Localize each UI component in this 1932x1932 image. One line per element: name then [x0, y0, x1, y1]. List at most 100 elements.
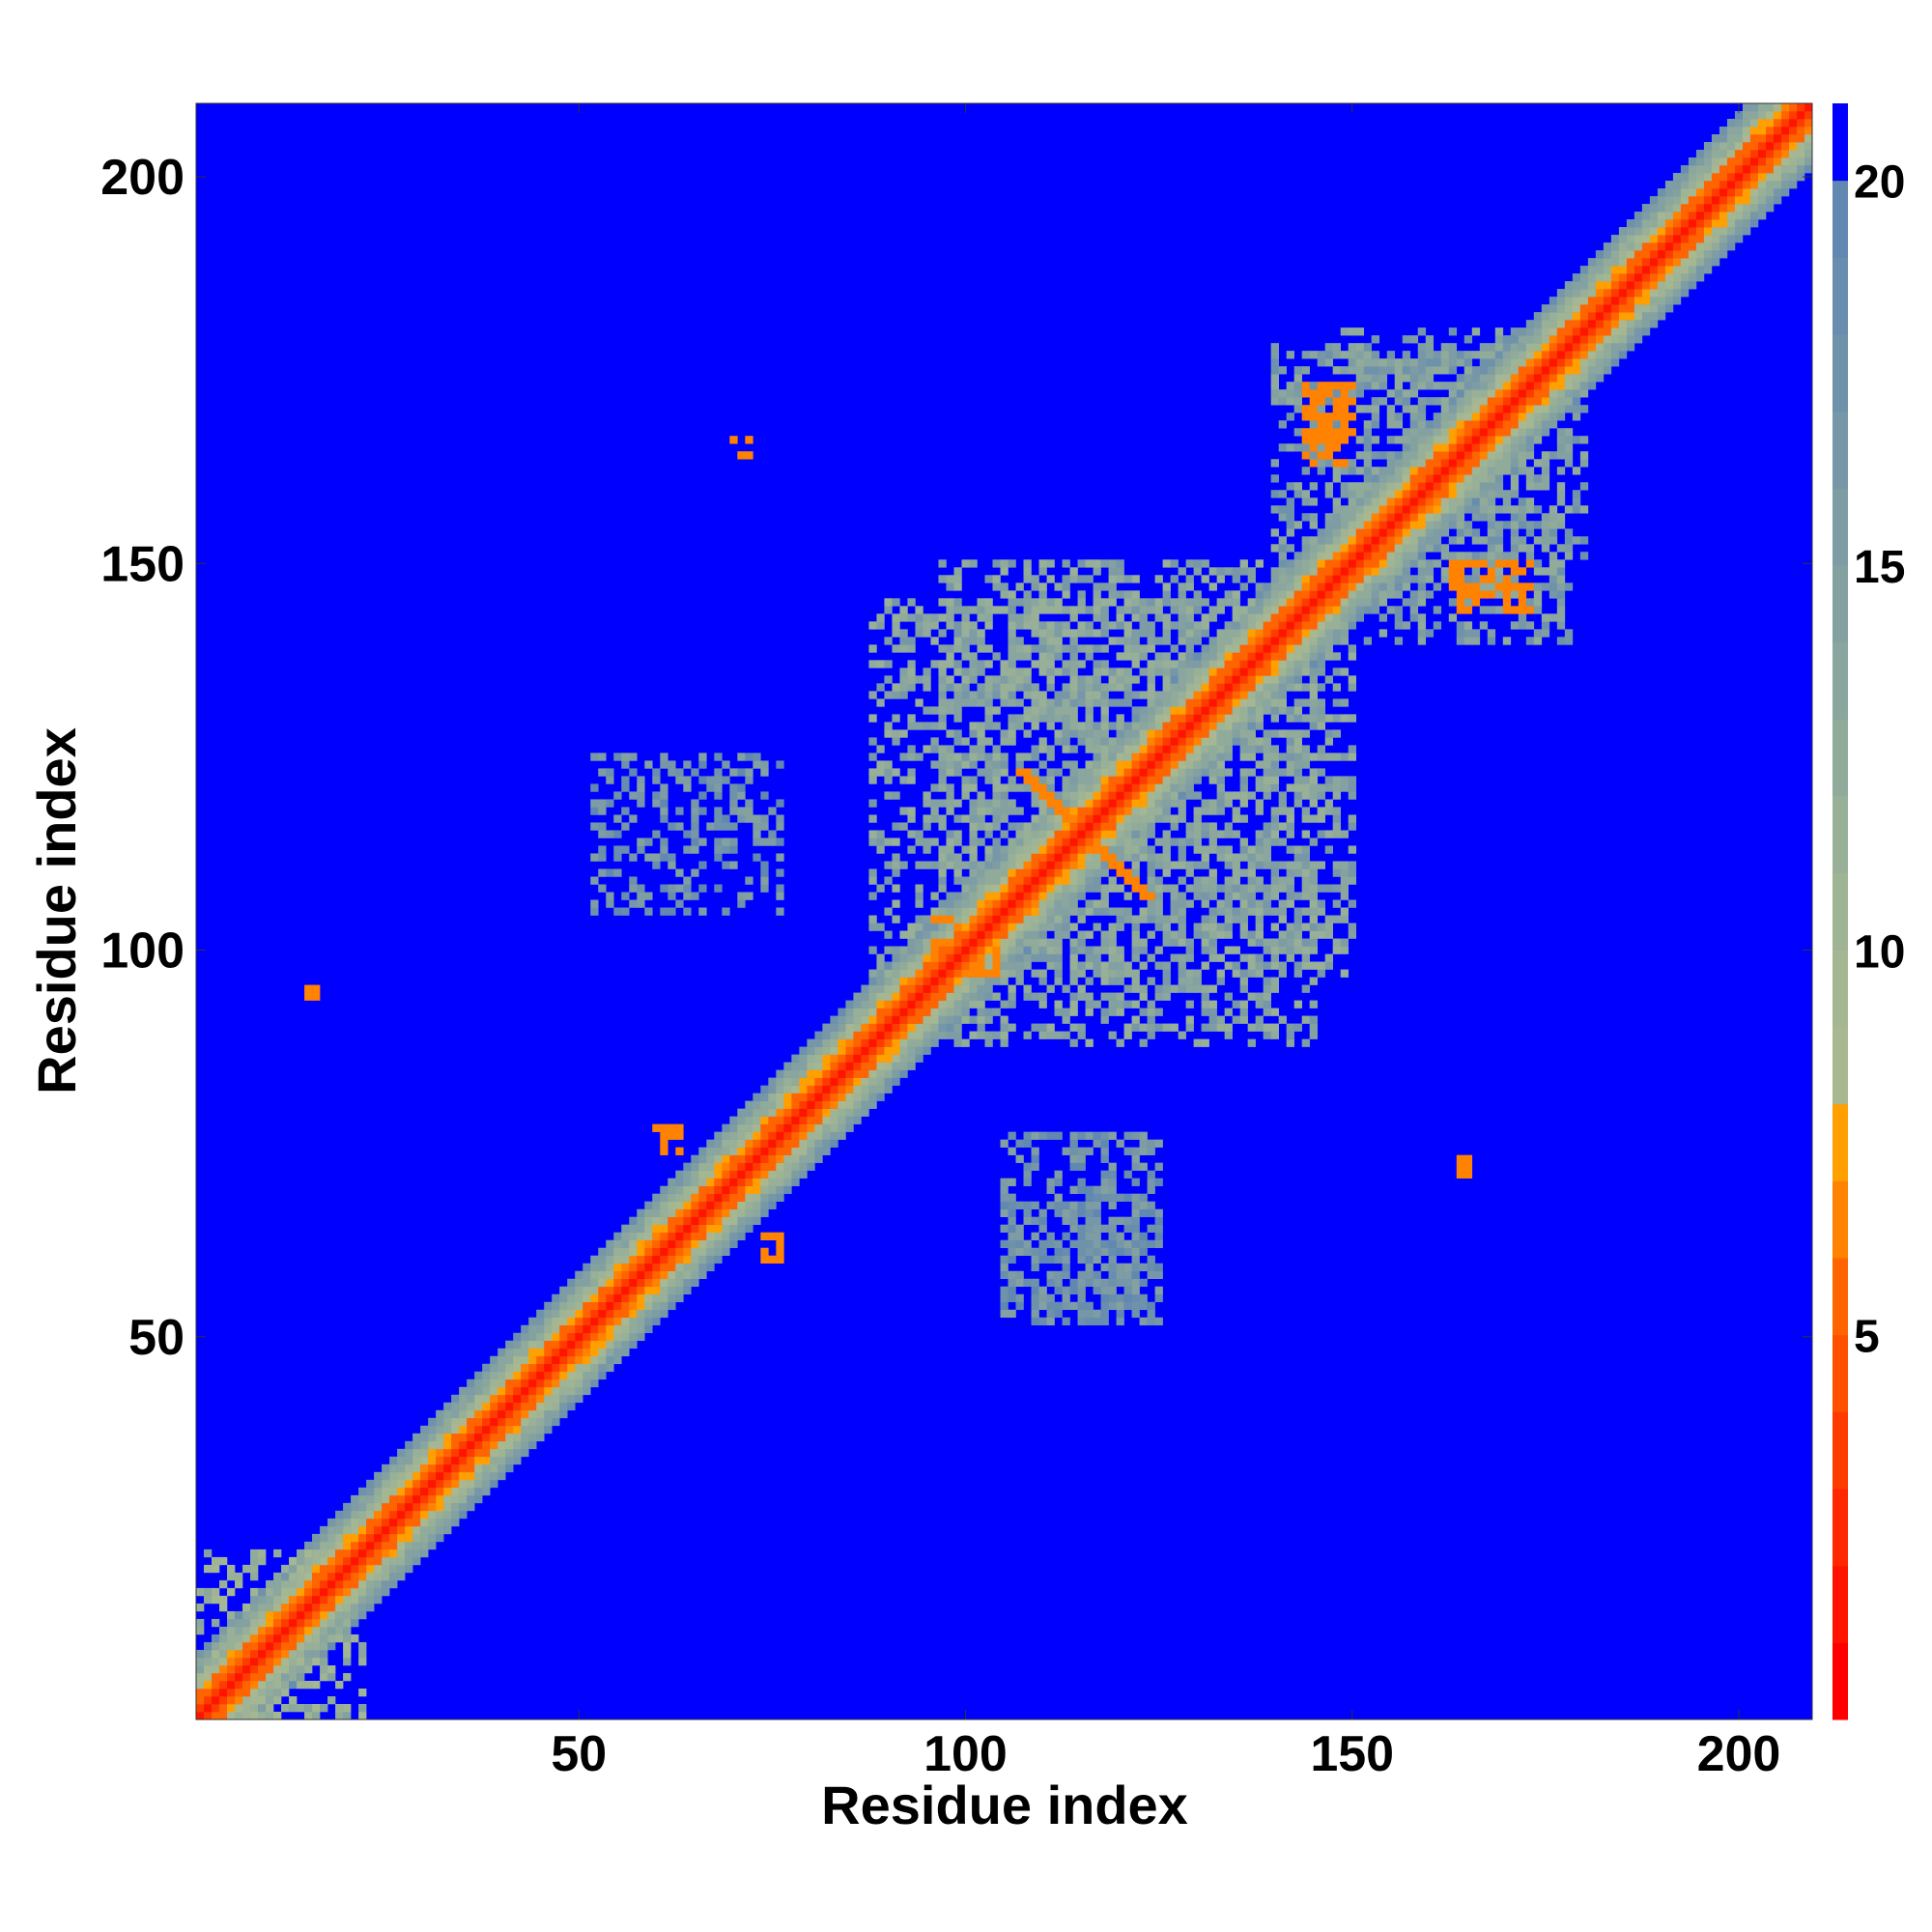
- heatmap-cell: [281, 1680, 290, 1690]
- heatmap-cell: [899, 1038, 908, 1047]
- heatmap-cell: [335, 1525, 344, 1535]
- heatmap-cell: [1185, 629, 1194, 638]
- heatmap-cell: [1069, 791, 1078, 800]
- heatmap-cell: [938, 783, 947, 792]
- heatmap-cell: [861, 1100, 869, 1109]
- heatmap-cell: [1208, 907, 1217, 916]
- heatmap-cell: [776, 1255, 784, 1264]
- heatmap-cell: [1293, 582, 1302, 591]
- heatmap-cell: [467, 1502, 475, 1512]
- heatmap-cell: [1116, 590, 1124, 599]
- heatmap-cell: [351, 1610, 359, 1620]
- heatmap-cell: [1170, 799, 1179, 808]
- heatmap-cell: [312, 1680, 321, 1690]
- heatmap-cell: [196, 1703, 205, 1713]
- heatmap-cell: [1232, 969, 1240, 978]
- heatmap-cell: [258, 1657, 267, 1666]
- heatmap-cell: [1170, 838, 1179, 846]
- heatmap-cell: [1062, 1293, 1070, 1303]
- heatmap-cell: [652, 1123, 661, 1132]
- heatmap-cell: [629, 1232, 638, 1240]
- heatmap-cell: [1077, 621, 1086, 630]
- heatmap-cell: [1038, 1023, 1047, 1032]
- heatmap-cell: [1263, 753, 1271, 761]
- heatmap-cell: [1494, 567, 1504, 576]
- heatmap-cell: [1324, 582, 1333, 591]
- heatmap-cell: [1131, 969, 1140, 978]
- heatmap-cell: [1116, 961, 1124, 970]
- heatmap-cell: [938, 660, 947, 668]
- heatmap-cell: [1147, 1201, 1155, 1209]
- heatmap-cell: [1015, 876, 1024, 885]
- heatmap-cell: [1208, 930, 1217, 939]
- heatmap-cell: [760, 1100, 769, 1109]
- heatmap-cell: [1301, 714, 1310, 723]
- heatmap-cell: [876, 884, 885, 893]
- heatmap-cell: [1286, 582, 1294, 591]
- heatmap-cell: [1093, 853, 1101, 862]
- heatmap-cell: [521, 1378, 529, 1388]
- heatmap-cell: [961, 938, 970, 947]
- heatmap-cell: [1131, 1162, 1140, 1171]
- heatmap-cell: [1108, 861, 1117, 869]
- heatmap-cell: [1348, 714, 1357, 723]
- heatmap-cell: [1162, 698, 1171, 707]
- heatmap-cell: [536, 1332, 545, 1342]
- heatmap-cell: [1116, 1000, 1124, 1009]
- heatmap-cell: [969, 1000, 978, 1009]
- heatmap-cell: [1324, 930, 1333, 939]
- heatmap-cell: [953, 907, 962, 916]
- heatmap-cell: [737, 899, 746, 908]
- heatmap-cell: [1108, 953, 1117, 962]
- heatmap-cell: [1054, 892, 1063, 900]
- heatmap-cell: [1185, 729, 1194, 738]
- heatmap-cell: [1239, 868, 1248, 877]
- heatmap-cell: [1077, 1131, 1086, 1140]
- heatmap-cell: [652, 1239, 661, 1248]
- heatmap-cell: [613, 1340, 622, 1350]
- heatmap-cell: [1162, 590, 1171, 599]
- heatmap-cell: [513, 1386, 522, 1396]
- heatmap-cell: [1317, 637, 1325, 645]
- heatmap-cell: [1255, 683, 1264, 692]
- heatmap-cell: [1062, 629, 1070, 638]
- heatmap-cell: [760, 814, 769, 823]
- heatmap-cell: [1031, 776, 1039, 784]
- heatmap-cell: [1309, 923, 1318, 931]
- heatmap-cell: [1278, 613, 1287, 622]
- heatmap-cell: [938, 706, 947, 715]
- heatmap-cell: [1201, 729, 1209, 738]
- heatmap-cell: [729, 1147, 738, 1155]
- heatmap-cell: [1139, 799, 1148, 808]
- heatmap-cell: [1147, 1170, 1155, 1179]
- heatmap-cell: [281, 1641, 290, 1651]
- heatmap-cell: [1263, 745, 1271, 753]
- heatmap-cell: [1541, 629, 1550, 638]
- heatmap-cell: [1147, 830, 1155, 838]
- heatmap-cell: [1293, 892, 1302, 900]
- heatmap-cell: [1162, 691, 1171, 699]
- heatmap-cell: [853, 1046, 862, 1055]
- heatmap-cell: [783, 1178, 792, 1186]
- heatmap-cell: [459, 1471, 468, 1481]
- heatmap-cell: [536, 1317, 545, 1326]
- heatmap-cell: [621, 760, 630, 769]
- heatmap-cell: [714, 1247, 723, 1257]
- heatmap-cell: [1116, 814, 1124, 823]
- heatmap-cell: [1317, 613, 1325, 622]
- heatmap-cell: [1201, 899, 1209, 908]
- heatmap-cell: [1332, 629, 1341, 638]
- heatmap-cell: [312, 984, 321, 993]
- heatmap-cell: [1147, 783, 1155, 792]
- heatmap-cell: [984, 706, 993, 715]
- heatmap-cell: [1193, 737, 1202, 746]
- heatmap-cell: [799, 1054, 808, 1063]
- heatmap-cell: [930, 923, 939, 931]
- heatmap-cell: [1085, 946, 1094, 954]
- heatmap-cell: [1263, 668, 1271, 676]
- heatmap-cell: [366, 1587, 375, 1597]
- heatmap-cell: [876, 613, 885, 622]
- heatmap-cell: [320, 1634, 328, 1643]
- heatmap-cell: [212, 1703, 220, 1713]
- heatmap-cell: [405, 1548, 413, 1558]
